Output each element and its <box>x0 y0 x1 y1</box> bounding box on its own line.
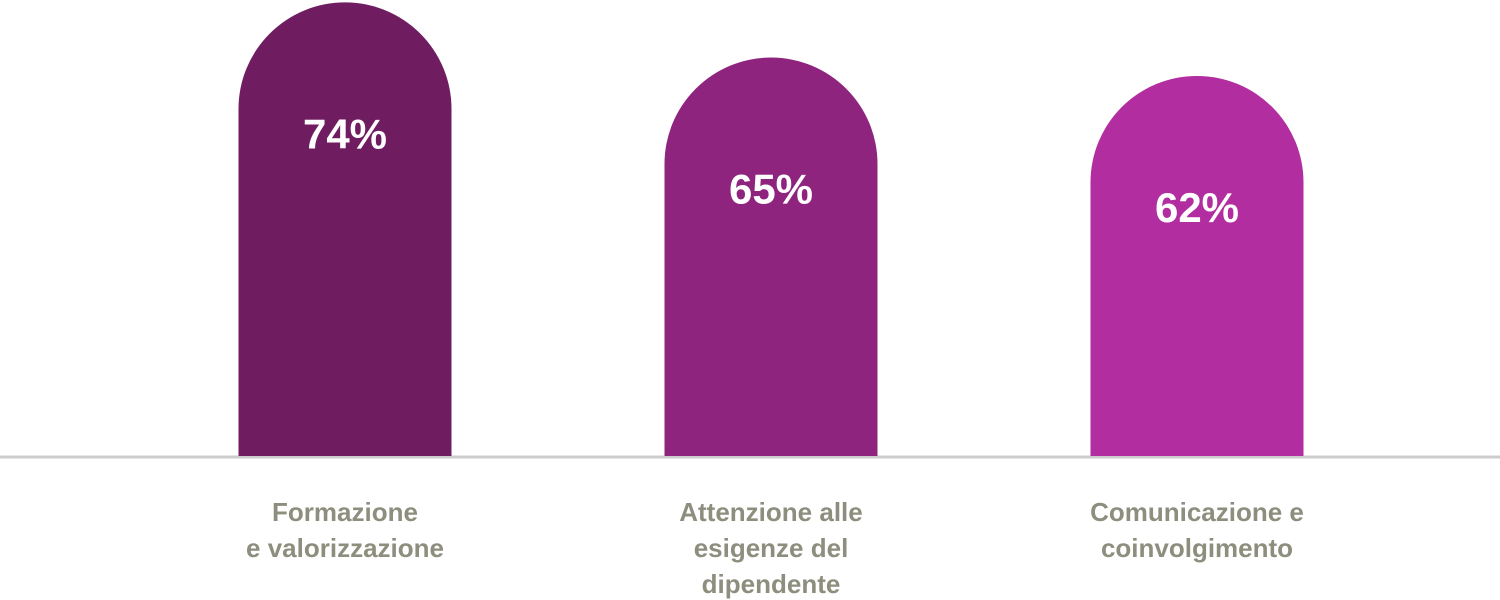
value-label: 74% <box>303 110 387 157</box>
category-label: Formazione e valorizzazione <box>246 497 444 563</box>
value-label: 62% <box>1155 184 1239 231</box>
category-label: Comunicazione e coinvolgimento <box>1090 497 1304 563</box>
category-label: Attenzione alle esigenze del dipendente <box>679 497 863 599</box>
bar <box>238 2 452 456</box>
value-label: 65% <box>729 166 813 213</box>
bar <box>664 57 878 457</box>
bar <box>1090 75 1304 456</box>
